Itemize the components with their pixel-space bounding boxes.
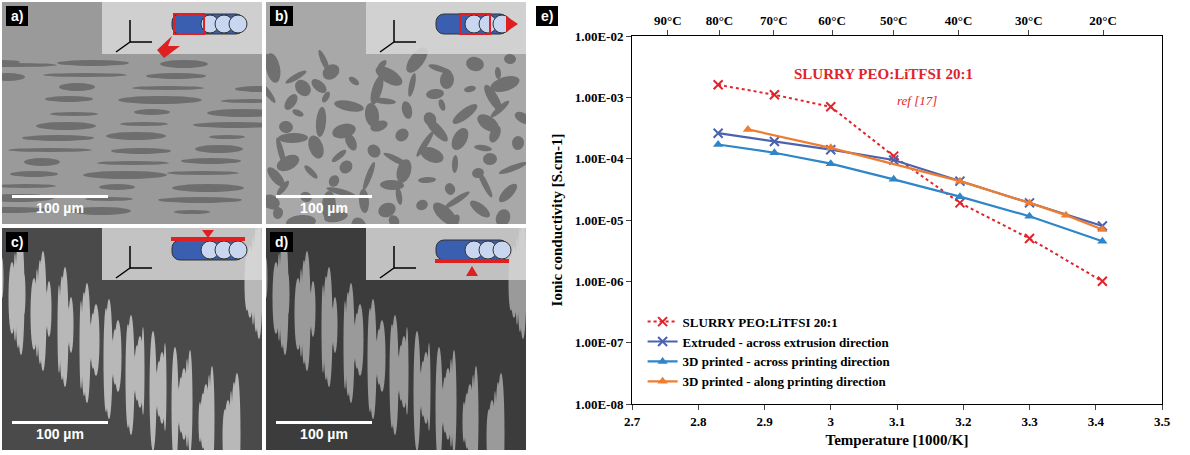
svg-text:1.00E-04: 1.00E-04	[575, 151, 624, 166]
svg-text:Extruded - across extrusion di: Extruded - across extrusion direction	[683, 335, 890, 350]
svg-text:SLURRY PEO:LiTFSI 20:1: SLURRY PEO:LiTFSI 20:1	[794, 66, 973, 82]
svg-text:3D printed - across printing d: 3D printed - across printing direction	[683, 354, 891, 369]
svg-text:2.8: 2.8	[690, 414, 707, 429]
svg-text:90°C: 90°C	[654, 13, 682, 28]
svg-text:Ionic conductivity [S.cm-1]: Ionic conductivity [S.cm-1]	[549, 134, 565, 307]
svg-text:1.00E-08: 1.00E-08	[575, 397, 624, 412]
html-text:c): c)	[11, 234, 24, 250]
svg-text:3.2: 3.2	[955, 414, 971, 429]
svg-text:80°C: 80°C	[706, 13, 734, 28]
html-text:100 µm: 100 µm	[300, 426, 348, 442]
svg-text:2.7: 2.7	[624, 414, 641, 429]
html-text:a): a)	[11, 8, 24, 24]
html-text:b): b)	[275, 8, 289, 24]
svg-text:Temperature [1000/K]: Temperature [1000/K]	[826, 432, 969, 448]
svg-text:SLURRY PEO:LiTFSI 20:1: SLURRY PEO:LiTFSI 20:1	[683, 315, 838, 330]
svg-text:40°C: 40°C	[945, 13, 973, 28]
svg-text:ref [17]: ref [17]	[897, 93, 937, 108]
svg-text:1.00E-07: 1.00E-07	[575, 335, 624, 350]
html-text:d): d)	[275, 234, 289, 250]
svg-text:1.00E-05: 1.00E-05	[575, 213, 624, 228]
svg-text:2.9: 2.9	[756, 414, 773, 429]
svg-text:3.5: 3.5	[1154, 414, 1171, 429]
svg-text:1.00E-06: 1.00E-06	[575, 274, 624, 289]
svg-text:60°C: 60°C	[818, 13, 846, 28]
svg-text:50°C: 50°C	[880, 13, 908, 28]
svg-text:20°C: 20°C	[1089, 13, 1117, 28]
html-text:100 µm: 100 µm	[36, 200, 84, 216]
svg-text:3.1: 3.1	[889, 414, 905, 429]
svg-text:70°C: 70°C	[760, 13, 788, 28]
svg-text:3.3: 3.3	[1021, 414, 1038, 429]
svg-text:3.4: 3.4	[1088, 414, 1105, 429]
svg-text:1.00E-03: 1.00E-03	[575, 90, 624, 105]
html-text:100 µm: 100 µm	[300, 200, 348, 216]
svg-text:3: 3	[828, 414, 835, 429]
svg-text:1.00E-02: 1.00E-02	[575, 29, 624, 44]
svg-text:3D printed - along printing di: 3D printed - along printing direction	[683, 374, 887, 389]
svg-text:30°C: 30°C	[1015, 13, 1043, 28]
html-text:e): e)	[541, 8, 554, 24]
html-text:100 µm: 100 µm	[36, 426, 84, 442]
